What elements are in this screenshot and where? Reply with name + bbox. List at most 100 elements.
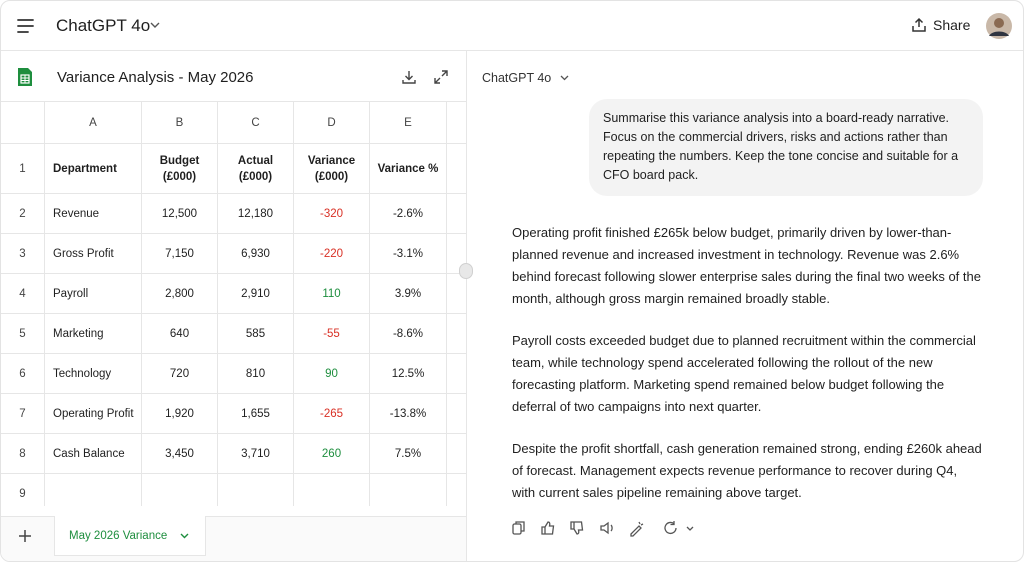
chat-model-chevron[interactable] <box>560 75 569 82</box>
column-header: E <box>370 102 447 144</box>
empty-cell <box>447 354 466 394</box>
table-cell: -55 <box>294 314 370 354</box>
sheet-tab[interactable] <box>54 516 206 556</box>
empty-cell <box>447 474 466 506</box>
row-number: 5 <box>1 314 45 354</box>
response-paragraph: Despite the profit shortfall, cash gener… <box>512 441 982 500</box>
empty-cell <box>142 474 218 506</box>
share-icon[interactable] <box>911 17 927 33</box>
table-cell: 720 <box>142 354 218 394</box>
table-cell: 6,930 <box>218 234 294 274</box>
table-cell: 640 <box>142 314 218 354</box>
empty-cell <box>218 474 294 506</box>
spreadsheet-grid: A B C D E 1 Department Budget (£000) Actual (£00… <box>1 101 466 506</box>
table-cell: 12,180 <box>218 194 294 234</box>
corner-cell <box>447 102 466 144</box>
row-number: 9 <box>1 474 45 506</box>
avatar[interactable] <box>986 13 1012 39</box>
table-cell: Variance (£000) <box>294 144 370 194</box>
empty-cell <box>447 314 466 354</box>
table-cell: Variance % <box>370 144 447 194</box>
column-header: C <box>218 102 294 144</box>
empty-cell <box>45 474 142 506</box>
table-cell: 585 <box>218 314 294 354</box>
thumbs-down-button[interactable] <box>570 521 584 535</box>
table-cell: Technology <box>45 354 142 394</box>
column-header: A <box>45 102 142 144</box>
column-header: B <box>142 102 218 144</box>
message-actions <box>512 521 694 537</box>
row-number: 4 <box>1 274 45 314</box>
row-number: 6 <box>1 354 45 394</box>
table-cell: 3,710 <box>218 434 294 474</box>
table-cell: Payroll <box>45 274 142 314</box>
table-cell: -13.8% <box>370 394 447 434</box>
edit-button[interactable] <box>630 521 644 537</box>
response-paragraph: Operating profit finished £265k below bu… <box>512 225 981 306</box>
table-cell: 1,655 <box>218 394 294 434</box>
row-number: 3 <box>1 234 45 274</box>
row-number: 2 <box>1 194 45 234</box>
table-cell: Operating Profit <box>45 394 142 434</box>
table-cell: 2,910 <box>218 274 294 314</box>
table-cell: -2.6% <box>370 194 447 234</box>
chat-model-label[interactable]: ChatGPT 4o <box>482 71 552 85</box>
column-header: D <box>294 102 370 144</box>
table-cell: Budget (£000) <box>142 144 218 194</box>
sheets-icon <box>18 68 32 86</box>
table-cell: Cash Balance <box>45 434 142 474</box>
panel-divider <box>466 51 467 561</box>
sheet-tab-label[interactable]: May 2026 Variance <box>69 530 168 542</box>
read-aloud-button[interactable] <box>600 521 613 535</box>
table-cell: 7,150 <box>142 234 218 274</box>
empty-cell <box>447 144 466 194</box>
table-cell: Gross Profit <box>45 234 142 274</box>
thumbs-up-button[interactable] <box>541 521 555 535</box>
table-cell: 90 <box>294 354 370 394</box>
table-cell: -220 <box>294 234 370 274</box>
download-icon[interactable] <box>402 70 416 84</box>
empty-cell <box>447 234 466 274</box>
resize-handle[interactable] <box>459 263 473 279</box>
empty-cell <box>447 194 466 234</box>
corner-cell <box>1 102 45 144</box>
table-cell: 1,920 <box>142 394 218 434</box>
table-cell: -265 <box>294 394 370 434</box>
table-cell: 12,500 <box>142 194 218 234</box>
empty-cell <box>447 434 466 474</box>
row-number: 1 <box>1 144 45 194</box>
table-cell: Marketing <box>45 314 142 354</box>
empty-cell <box>447 394 466 434</box>
menu-icon[interactable] <box>17 18 35 34</box>
tab-chevron[interactable] <box>180 533 189 540</box>
sheet-title: Variance Analysis - May 2026 <box>57 69 254 86</box>
table-cell: 2,800 <box>142 274 218 314</box>
table-cell: 12.5% <box>370 354 447 394</box>
table-cell: 3.9% <box>370 274 447 314</box>
empty-cell <box>370 474 447 506</box>
add-sheet-button[interactable] <box>18 529 32 543</box>
table-cell: Department <box>45 144 142 194</box>
app-title[interactable]: ChatGPT 4o <box>56 16 151 35</box>
empty-cell <box>447 274 466 314</box>
row-number: 7 <box>1 394 45 434</box>
top-bar <box>1 1 1023 51</box>
share-button[interactable]: Share <box>933 17 971 33</box>
expand-icon[interactable] <box>434 70 448 84</box>
model-chevron[interactable] <box>150 22 160 30</box>
response-paragraph: Payroll costs exceeded budget due to pla… <box>512 333 976 414</box>
copy-button[interactable] <box>512 521 525 535</box>
table-cell: -320 <box>294 194 370 234</box>
table-cell: 110 <box>294 274 370 314</box>
table-cell: Revenue <box>45 194 142 234</box>
table-cell: 3,450 <box>142 434 218 474</box>
row-number: 8 <box>1 434 45 474</box>
regenerate-button[interactable] <box>664 521 694 535</box>
table-cell: 810 <box>218 354 294 394</box>
assistant-response: Operating profit finished £265k below bu… <box>512 222 982 524</box>
table-cell: Actual (£000) <box>218 144 294 194</box>
empty-cell <box>294 474 370 506</box>
